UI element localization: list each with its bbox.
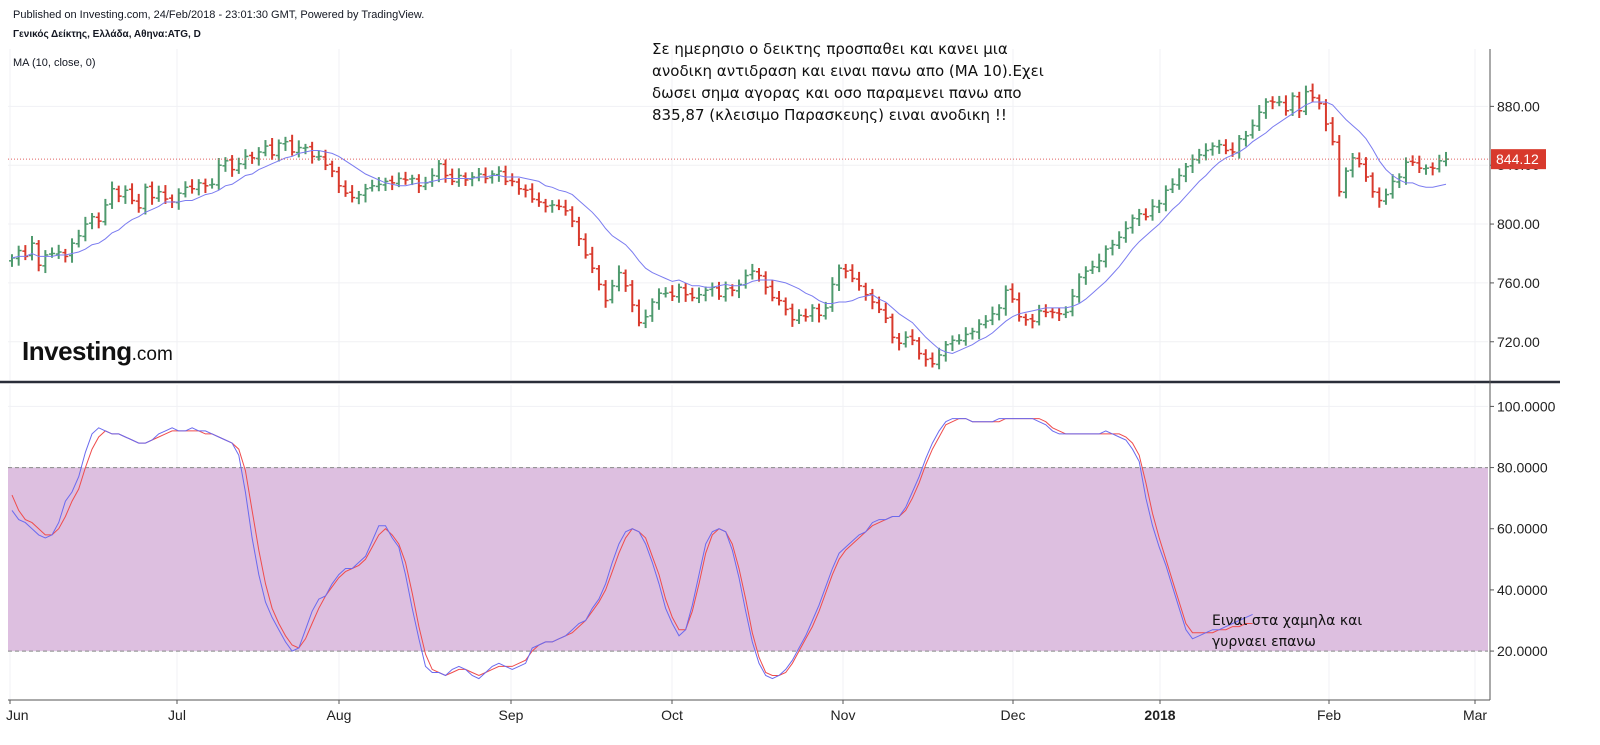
y-tick-label: 720.00: [1497, 334, 1540, 350]
price-annotation-line: Σε ημερησιο ο δεικτης προσπαθει και κανε…: [652, 40, 1008, 58]
x-tick-label: Mar: [1463, 707, 1487, 723]
price-annotation-line: δωσει σημα αγορας και οσο παραμενει πανω…: [652, 84, 1022, 102]
stoch-k-line: [11, 418, 1253, 680]
last-price-label: 844.12: [1496, 151, 1539, 167]
y-tick-label: 40.0000: [1497, 582, 1548, 598]
x-tick-label: Dec: [1001, 707, 1026, 723]
y-tick-label: 800.00: [1497, 216, 1540, 232]
price-annotation: Σε ημερησιο ο δεικτης προσπαθει και κανε…: [652, 38, 1044, 126]
x-tick-label: Oct: [661, 707, 683, 723]
x-tick-label: Nov: [831, 707, 856, 723]
ma-line: [11, 101, 1447, 355]
x-tick-label: Feb: [1317, 707, 1341, 723]
price-annotation-line: ανοδικη αντιδραση και ειναι πανω απο (ΜΑ…: [652, 62, 1044, 80]
investing-logo: Investing.com: [22, 336, 173, 367]
logo-brand: Investing: [22, 336, 132, 366]
ma-indicator-label: MA (10, close, 0): [13, 57, 96, 69]
x-tick-label: Aug: [327, 707, 352, 723]
y-tick-label: 880.00: [1497, 98, 1540, 114]
x-tick-label: Sep: [499, 707, 524, 723]
oscillator-annotation-line: Ειναι στα χαμηλα και: [1212, 613, 1363, 629]
oscillator-annotation: Ειναι στα χαμηλα και γυρναει επανω: [1212, 611, 1362, 653]
y-tick-label: 760.00: [1497, 275, 1540, 291]
y-tick-label: 80.0000: [1497, 460, 1548, 476]
symbol-title: Γενικός Δείκτης, Ελλάδα, Αθηνα:ATG, D: [13, 29, 201, 40]
published-caption: Published on Investing.com, 24/Feb/2018 …: [13, 9, 425, 21]
x-tick-label: 2018: [1144, 707, 1175, 723]
y-tick-label: 100.0000: [1497, 398, 1556, 414]
x-tick-label: Jun: [6, 707, 29, 723]
logo-suffix: .com: [131, 344, 173, 365]
y-tick-label: 20.0000: [1497, 643, 1548, 659]
x-tick-label: Jul: [168, 707, 186, 723]
price-annotation-line: 835,87 (κλεισιμο Παρασκευης) ειναι ανοδι…: [652, 106, 1007, 124]
oscillator-annotation-line: γυρναει επανω: [1212, 634, 1316, 650]
last-price-badge: [1491, 149, 1546, 170]
y-tick-label: 60.0000: [1497, 521, 1548, 537]
